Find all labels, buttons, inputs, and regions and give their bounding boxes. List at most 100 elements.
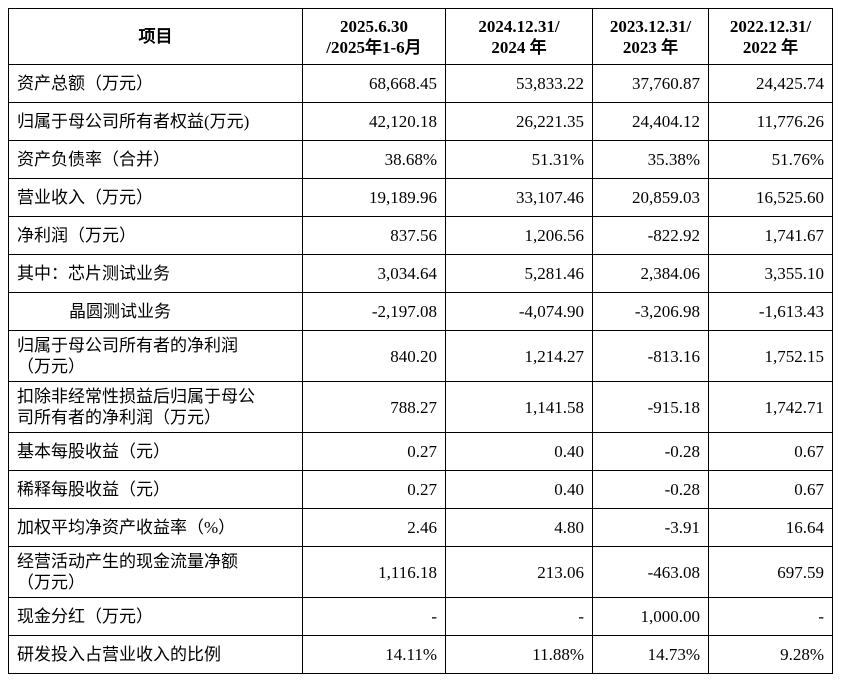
value-cell: 0.27: [302, 432, 446, 471]
text-line: 2022.12.31/: [729, 16, 812, 36]
text-line: 经营活动产生的现金流量净额: [17, 552, 238, 571]
value-cell: 14.11%: [302, 635, 446, 674]
value-cell: 11,776.26: [708, 102, 833, 141]
value-cell: 51.76%: [708, 140, 833, 179]
value-cell: 68,668.45: [302, 64, 446, 103]
value-cell: 0.27: [302, 470, 446, 509]
table-row: 基本每股收益（元） 0.27 0.40 -0.28 0.67: [8, 432, 833, 471]
value-cell: 2.46: [302, 508, 446, 547]
text-line: 资产总额（万元）: [17, 74, 153, 93]
text-line: 研发投入占营业收入的比例: [17, 645, 221, 664]
table-row: 资产总额（万元） 68,668.45 53,833.22 37,760.87 24,42…: [8, 64, 833, 103]
value-cell: 20,859.03: [592, 178, 709, 217]
value-cell: 1,116.18: [302, 546, 446, 598]
table-header: 项目 2025.6.30/2025年1-6月 2024.12.31/2024 年 20…: [8, 8, 833, 65]
value-cell: 19,189.96: [302, 178, 446, 217]
value-cell: 5,281.46: [445, 254, 593, 293]
row-label: 现金分红（万元）: [8, 597, 303, 636]
row-label: 营业收入（万元）: [8, 178, 303, 217]
value-cell: 0.40: [445, 470, 593, 509]
value-cell: -: [708, 597, 833, 636]
table-row: 净利润（万元） 837.56 1,206.56 -822.92 1,741.67: [8, 216, 833, 255]
text-line: 加权平均净资产收益率（%）: [17, 518, 236, 537]
table-row: 经营活动产生的现金流量净额 （万元） 1,116.18 213.06 -463.08 69…: [8, 546, 833, 598]
value-cell: 38.68%: [302, 140, 446, 179]
value-cell: 3,034.64: [302, 254, 446, 293]
table-row: 其中：芯片测试业务 3,034.64 5,281.46 2,384.06 3,355.1…: [8, 254, 833, 293]
value-cell: 24,404.12: [592, 102, 709, 141]
text-line: 基本每股收益（元）: [17, 442, 170, 461]
value-cell: -3.91: [592, 508, 709, 547]
table-row: 归属于母公司所有者权益(万元) 42,120.18 26,221.35 24,404.…: [8, 102, 833, 141]
text-line: /2025年1-6月: [326, 37, 422, 57]
row-label: 晶圆测试业务: [8, 292, 303, 331]
text-line: 归属于母公司所有者权益(万元): [17, 112, 250, 131]
value-cell: -915.18: [592, 381, 709, 433]
text-line: 项目: [138, 27, 173, 46]
row-label: 资产总额（万元）: [8, 64, 303, 103]
financial-table: 项目 2025.6.30/2025年1-6月 2024.12.31/2024 年 20…: [8, 8, 833, 674]
table-row: 加权平均净资产收益率（%） 2.46 4.80 -3.91 16.64: [8, 508, 833, 547]
header-row: 项目 2025.6.30/2025年1-6月 2024.12.31/2024 年 20…: [8, 8, 833, 65]
text-line: 司所有者的净利润（万元）: [17, 408, 221, 427]
value-cell: 16,525.60: [708, 178, 833, 217]
text-line: 稀释每股收益（元）: [17, 480, 170, 499]
value-cell: 11.88%: [445, 635, 593, 674]
value-cell: -0.28: [592, 432, 709, 471]
table-row: 稀释每股收益（元） 0.27 0.40 -0.28 0.67: [8, 470, 833, 509]
row-label: 加权平均净资产收益率（%）: [8, 508, 303, 547]
row-label: 基本每股收益（元）: [8, 432, 303, 471]
text-line: （万元）: [17, 357, 85, 376]
value-cell: 1,741.67: [708, 216, 833, 255]
value-cell: -0.28: [592, 470, 709, 509]
value-cell: 2,384.06: [592, 254, 709, 293]
table-row: 归属于母公司所有者的净利润 （万元） 840.20 1,214.27 -813.16 1,…: [8, 330, 833, 382]
header-cell: 2024.12.31/2024 年: [445, 8, 593, 65]
value-cell: 53,833.22: [445, 64, 593, 103]
value-cell: 213.06: [445, 546, 593, 598]
row-label: 资产负债率（合并）: [8, 140, 303, 179]
value-cell: 837.56: [302, 216, 446, 255]
value-cell: 1,206.56: [445, 216, 593, 255]
value-cell: 3,355.10: [708, 254, 833, 293]
text-line: 资产负债率（合并）: [17, 150, 170, 169]
row-label: 其中：芯片测试业务: [8, 254, 303, 293]
row-label: 归属于母公司所有者权益(万元): [8, 102, 303, 141]
value-cell: 0.67: [708, 432, 833, 471]
text-line: 2024 年: [491, 37, 547, 57]
table-row: 营业收入（万元） 19,189.96 33,107.46 20,859.03 16,52…: [8, 178, 833, 217]
value-cell: 1,000.00: [592, 597, 709, 636]
value-cell: 4.80: [445, 508, 593, 547]
text-line: 2024.12.31/: [478, 16, 560, 36]
value-cell: 840.20: [302, 330, 446, 382]
value-cell: 0.67: [708, 470, 833, 509]
value-cell: 35.38%: [592, 140, 709, 179]
text-line: 2025.6.30: [340, 16, 408, 36]
value-cell: 24,425.74: [708, 64, 833, 103]
table-row: 研发投入占营业收入的比例 14.11% 11.88% 14.73% 9.28%: [8, 635, 833, 674]
value-cell: 1,752.15: [708, 330, 833, 382]
value-cell: -822.92: [592, 216, 709, 255]
text-line: 净利润（万元）: [17, 226, 136, 245]
row-label: 稀释每股收益（元）: [8, 470, 303, 509]
value-cell: 51.31%: [445, 140, 593, 179]
value-cell: 9.28%: [708, 635, 833, 674]
row-label: 研发投入占营业收入的比例: [8, 635, 303, 674]
value-cell: -4,074.90: [445, 292, 593, 331]
value-cell: 33,107.46: [445, 178, 593, 217]
text-line: 晶圆测试业务: [69, 302, 171, 321]
value-cell: -813.16: [592, 330, 709, 382]
table-row: 扣除非经常性损益后归属于母公 司所有者的净利润（万元） 788.27 1,141.58…: [8, 381, 833, 433]
value-cell: 14.73%: [592, 635, 709, 674]
value-cell: 1,742.71: [708, 381, 833, 433]
table-row: 现金分红（万元） - -1,000.00-: [8, 597, 833, 636]
value-cell: -463.08: [592, 546, 709, 598]
table-row: 资产负债率（合并） 38.68% 51.31% 35.38% 51.76%: [8, 140, 833, 179]
header-cell: 项目: [8, 8, 303, 65]
value-cell: -1,613.43: [708, 292, 833, 331]
table-row: 晶圆测试业务 -2,197.08 -4,074.90 -3,206.98 -1,613.…: [8, 292, 833, 331]
text-line: （万元）: [17, 573, 85, 592]
value-cell: 37,760.87: [592, 64, 709, 103]
row-label: 净利润（万元）: [8, 216, 303, 255]
text-line: 2022 年: [742, 37, 799, 57]
